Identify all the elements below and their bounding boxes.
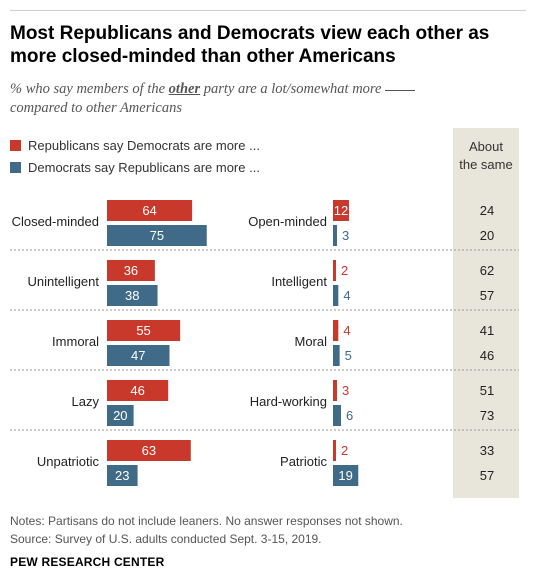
bar-label-rep-pos: 12 (334, 203, 348, 218)
bar-rep-neg (107, 200, 193, 221)
trait-label-pos: Open-minded (248, 214, 327, 229)
same-value-dem: 46 (480, 348, 494, 363)
about-the-same-header: About the same (453, 138, 519, 174)
bar-label-rep-pos: 4 (343, 323, 350, 338)
about-the-same-column (453, 128, 519, 498)
title-line-2: more closed-minded than other Americans (10, 46, 396, 67)
bar-rep-neg (107, 380, 169, 401)
bar-label-rep-neg: 46 (130, 383, 144, 398)
bar-rep-neg (107, 260, 155, 281)
same-header-line-1: About (469, 139, 503, 154)
subtitle-line-2: compared to other Americans (10, 100, 182, 116)
trait-label-neg: Unintelligent (27, 274, 99, 289)
bar-dem-neg (107, 285, 158, 306)
subtitle-post: party are a lot/somewhat more (200, 81, 382, 97)
bar-label-dem-pos: 4 (343, 288, 350, 303)
same-header-line-2: the same (459, 157, 513, 172)
same-value-rep: 24 (480, 203, 494, 218)
bar-label-rep-pos: 2 (341, 443, 348, 458)
same-value-dem: 57 (480, 468, 494, 483)
trait-label-pos: Intelligent (271, 274, 327, 289)
same-value-dem: 57 (480, 288, 494, 303)
bar-rep-pos (333, 440, 336, 461)
bar-rep-pos (333, 320, 339, 341)
legend-item-rep: Republicans say Democrats are more ... (10, 138, 260, 153)
brand-label: PEW RESEARCH CENTER (10, 555, 165, 569)
legend-swatch-rep (10, 140, 21, 151)
bar-dem-pos (333, 405, 341, 426)
subtitle-pre: % who say members of the (10, 81, 169, 97)
title-line-1: Most Republicans and Democrats view each… (10, 23, 490, 44)
legend-label-rep: Republicans say Democrats are more ... (28, 138, 260, 153)
trait-label-neg: Unpatriotic (37, 454, 100, 469)
bar-dem-neg (107, 225, 207, 246)
bar-dem-pos (333, 465, 359, 486)
bar-label-dem-pos: 19 (338, 468, 352, 483)
bar-rep-neg (107, 320, 181, 341)
note-line-2: Source: Survey of U.S. adults conducted … (10, 532, 322, 546)
bar-label-rep-neg: 64 (142, 203, 156, 218)
bar-dem-neg (107, 345, 170, 366)
bar-label-dem-pos: 3 (342, 228, 349, 243)
bar-label-dem-neg: 38 (125, 288, 139, 303)
bar-rep-pos (333, 260, 336, 281)
subtitle-line-1: % who say members of the other party are… (10, 80, 510, 99)
subtitle-emphasis: other (168, 81, 201, 97)
chart-title: Most Republicans and Democrats view each… (10, 22, 526, 68)
same-value-dem: 20 (480, 228, 494, 243)
bar-label-rep-neg: 36 (124, 263, 138, 278)
notes: Notes: Partisans do not include leaners.… (10, 512, 403, 548)
bar-label-rep-pos: 2 (341, 263, 348, 278)
bar-label-dem-neg: 23 (115, 468, 129, 483)
same-value-rep: 51 (480, 383, 494, 398)
bar-rep-pos (333, 380, 337, 401)
bar-dem-neg (107, 465, 138, 486)
bar-label-dem-pos: 6 (346, 408, 353, 423)
trait-label-pos: Patriotic (280, 454, 327, 469)
top-rule (10, 10, 526, 11)
bar-rep-neg (107, 440, 191, 461)
same-value-rep: 62 (480, 263, 494, 278)
same-value-rep: 41 (480, 323, 494, 338)
trait-label-pos: Hard-working (250, 394, 327, 409)
trait-label-pos: Moral (294, 334, 327, 349)
trait-label-neg: Immoral (52, 334, 99, 349)
same-value-rep: 33 (480, 443, 494, 458)
bar-label-rep-neg: 63 (142, 443, 156, 458)
bar-dem-pos (333, 345, 340, 366)
bar-label-dem-neg: 20 (113, 408, 127, 423)
trait-label-neg: Lazy (72, 394, 100, 409)
note-line-1: Notes: Partisans do not include leaners.… (10, 514, 403, 528)
bar-dem-pos (333, 285, 339, 306)
legend-swatch-dem (10, 162, 21, 173)
bar-label-dem-pos: 5 (345, 348, 352, 363)
bar-label-dem-neg: 75 (150, 228, 164, 243)
trait-label-neg: Closed-minded (12, 214, 99, 229)
bar-label-rep-pos: 3 (342, 383, 349, 398)
legend-item-dem: Democrats say Republicans are more ... (10, 160, 260, 175)
same-value-dem: 73 (480, 408, 494, 423)
bar-rep-pos (333, 200, 349, 221)
subtitle-blank-line (385, 90, 416, 91)
bar-dem-neg (107, 405, 134, 426)
legend-label-dem: Democrats say Republicans are more ... (28, 160, 260, 175)
chart-subtitle: % who say members of the other party are… (10, 80, 510, 118)
bar-dem-pos (333, 225, 337, 246)
bar-label-rep-neg: 55 (136, 323, 150, 338)
bar-label-dem-neg: 47 (131, 348, 145, 363)
